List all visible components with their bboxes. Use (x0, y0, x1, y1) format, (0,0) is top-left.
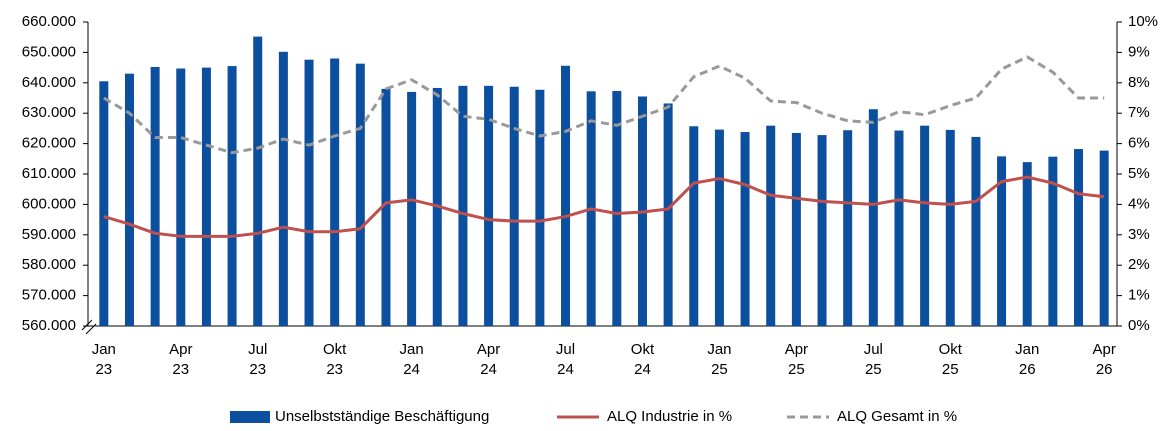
y-tick-label: 590.000 (22, 226, 76, 243)
y-tick-label: 650.000 (22, 43, 76, 60)
y2-tick-label: 4% (1128, 195, 1150, 212)
line (103, 175, 1105, 238)
y-tick-label: 570.000 (22, 287, 76, 304)
bar (407, 91, 417, 326)
bar (227, 66, 237, 326)
y2-tick-label: 8% (1128, 74, 1150, 91)
bar (1022, 162, 1032, 326)
x-tick-label: Okt 24 (631, 341, 655, 378)
bar (1099, 150, 1109, 326)
x-tick-label: Jan 23 (92, 341, 116, 378)
bar (817, 135, 827, 326)
y-tick-label: 610.000 (22, 165, 76, 182)
bar (1074, 149, 1084, 326)
x-tick-label: Apr 24 (477, 341, 500, 378)
bar (997, 156, 1007, 326)
bar (509, 86, 519, 326)
bar (381, 88, 391, 326)
bar (868, 109, 878, 326)
y2-tick-label: 10% (1128, 13, 1158, 30)
line (103, 55, 1105, 155)
bar (561, 65, 571, 326)
bar (689, 126, 699, 326)
x-tick-label: Jul 24 (556, 341, 575, 378)
bar (150, 66, 160, 326)
y2-tick-label: 6% (1128, 135, 1150, 152)
bar (99, 81, 109, 326)
bar (1048, 156, 1058, 326)
y-tick-label: 630.000 (22, 104, 76, 121)
x-tick-label: Apr 23 (169, 341, 192, 378)
y2-tick-label: 7% (1128, 104, 1150, 121)
bar (894, 130, 904, 326)
y-tick-label: 600.000 (22, 195, 76, 212)
bar (304, 59, 314, 327)
bar (714, 129, 724, 326)
y-tick-label: 660.000 (22, 13, 76, 30)
y2-tick-label: 2% (1128, 256, 1150, 273)
bar (945, 129, 955, 326)
bar (612, 91, 622, 327)
y-tick-label: 560.000 (22, 317, 76, 334)
bar (920, 125, 930, 326)
y2-tick-label: 1% (1128, 287, 1150, 304)
x-tick-label: Jan 25 (707, 341, 731, 378)
bar (176, 68, 186, 327)
bar (253, 36, 263, 326)
y2-tick-label: 0% (1128, 317, 1150, 334)
legend-swatch (230, 411, 270, 423)
x-tick-label: Okt 25 (939, 341, 963, 378)
bar (355, 63, 365, 326)
bar (484, 85, 494, 326)
bar (458, 85, 468, 326)
bar (124, 73, 134, 327)
bar (535, 89, 545, 327)
bar (278, 51, 288, 327)
x-tick-label: Apr 25 (785, 341, 808, 378)
bar (766, 125, 776, 326)
axis-break (81, 319, 97, 335)
y-tick-label: 640.000 (22, 74, 76, 91)
bar (740, 132, 750, 326)
bar (971, 136, 981, 326)
x-tick-label: Okt 23 (323, 341, 347, 378)
y2-tick-label: 3% (1128, 226, 1150, 243)
bar (791, 132, 801, 326)
x-tick-label: Jul 25 (864, 341, 883, 378)
y2-tick-label: 9% (1128, 43, 1150, 60)
x-tick-label: Jan 24 (400, 341, 424, 378)
x-tick-label: Jan 26 (1015, 341, 1039, 378)
y2-tick-label: 5% (1128, 165, 1150, 182)
x-tick-label: Jul 23 (248, 341, 267, 378)
bar (843, 130, 853, 326)
bar (330, 58, 340, 326)
bar (663, 103, 673, 326)
legend-label: ALQ Gesamt in % (837, 408, 957, 425)
bar (201, 67, 211, 326)
legend-label: ALQ Industrie in % (607, 408, 732, 425)
legend-label: Unselbstständige Beschäftigung (275, 408, 489, 425)
x-tick-label: Apr 26 (1093, 341, 1116, 378)
y-tick-label: 580.000 (22, 256, 76, 273)
y-tick-label: 620.000 (22, 135, 76, 152)
